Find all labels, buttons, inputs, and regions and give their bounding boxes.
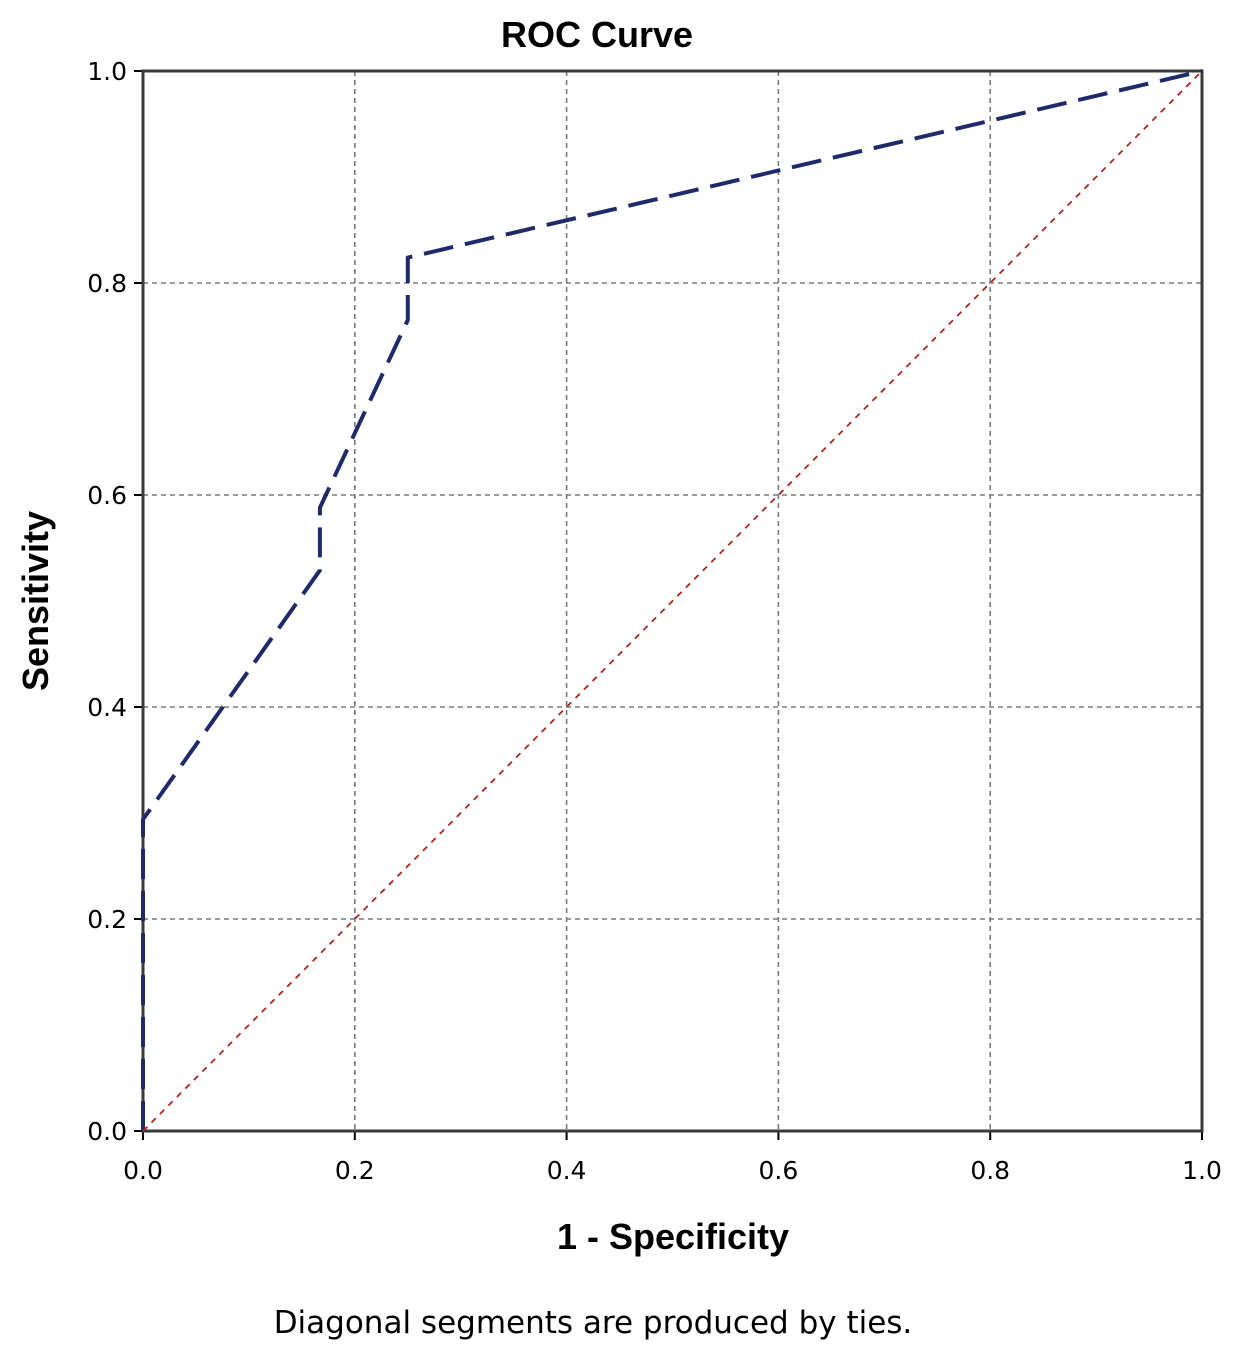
y-tick-label: 0.0	[87, 1117, 127, 1146]
footnote-text: Diagonal segments are produced by ties.	[274, 1305, 913, 1341]
grid-lines	[143, 71, 1202, 1131]
x-tick-label: 0.0	[123, 1156, 163, 1185]
x-axis-label: 1 - Specificity	[557, 1216, 789, 1257]
chart-title: ROC Curve	[501, 14, 693, 55]
y-tick-label: 0.2	[87, 905, 127, 934]
x-tick-label: 0.2	[335, 1156, 375, 1185]
reference-diagonal-line	[142, 70, 1203, 1132]
series-layer	[141, 69, 1203, 1132]
plot-frame	[141, 69, 1204, 1133]
y-tick-label: 0.8	[87, 269, 127, 298]
x-tick-label: 0.8	[970, 1156, 1010, 1185]
y-axis-label: Sensitivity	[15, 511, 56, 691]
y-tick-label: 0.6	[87, 481, 127, 510]
x-tick-label: 0.6	[759, 1156, 799, 1185]
x-tick-label: 0.4	[547, 1156, 587, 1185]
axes	[134, 69, 1204, 1140]
roc-curve-line	[141, 69, 1203, 1131]
tick-labels: 0.0 0.2 0.4 0.6 0.8 1.0 0.0 0.2 0.4 0.6 0.8 1.0	[87, 57, 1222, 1185]
x-tick-label: 1.0	[1182, 1156, 1222, 1185]
y-tick-label: 1.0	[87, 57, 127, 86]
y-tick-label: 0.4	[87, 693, 127, 722]
